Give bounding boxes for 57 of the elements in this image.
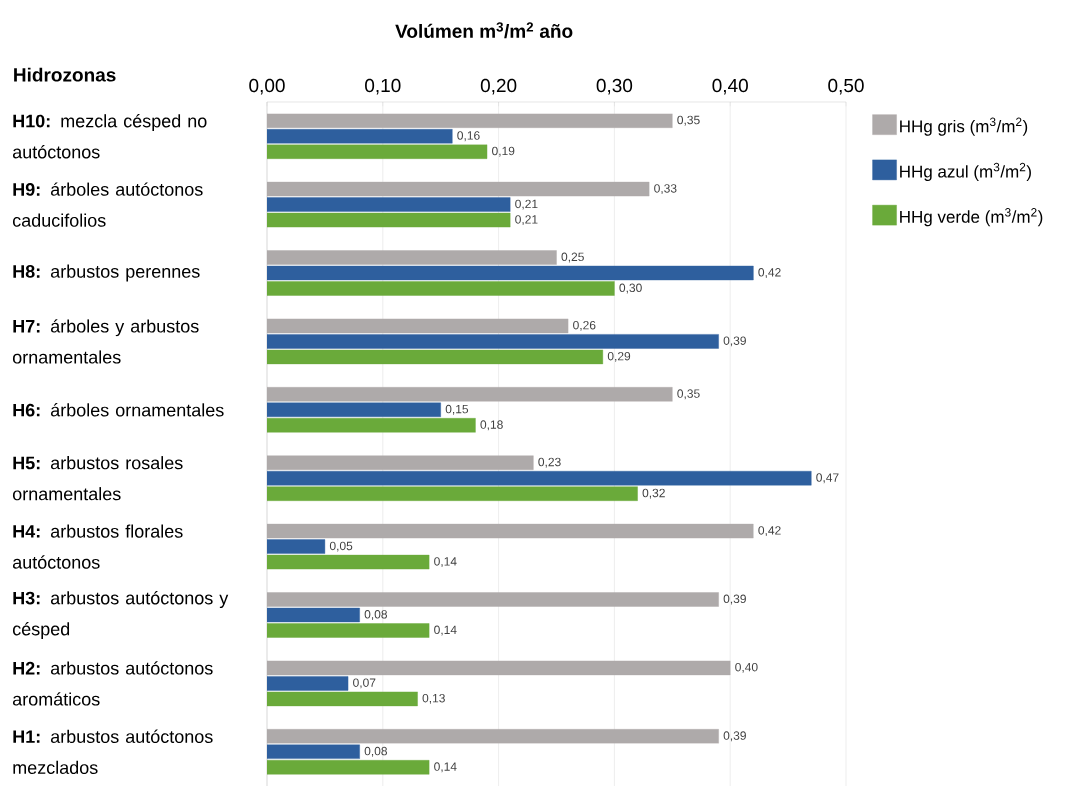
bar	[267, 250, 557, 265]
legend-label: HHg verde (m$^{3}$/m$^{2}$)	[900, 208, 1043, 227]
data-label: 0,14	[434, 625, 457, 636]
data-label: 0,25	[561, 252, 584, 263]
x-tick-label: 0,50	[828, 78, 864, 95]
bar	[267, 523, 754, 539]
data-label: 0,14	[434, 557, 457, 568]
x-axis-title: Volúmen m$^{3}$/m$^{2}$ año	[395, 22, 573, 39]
data-label: 0,26	[573, 320, 596, 331]
data-label: 0,21	[515, 199, 538, 210]
x-tick-label: 0,10	[365, 78, 401, 95]
y-tick-label: H3: arbustos autóctonos y césped	[12, 591, 229, 639]
data-label: 0,18	[480, 420, 503, 431]
y-tick-label: H1: arbustos autóctonos mezclados	[13, 729, 213, 775]
x-tick-label: 0,30	[596, 78, 633, 95]
data-label: 0,39	[723, 594, 746, 605]
x-tick-label: 0,40	[712, 78, 748, 95]
data-label: 0,42	[758, 526, 781, 537]
data-label: 0,42	[758, 268, 781, 278]
bar	[267, 387, 673, 402]
bar	[267, 729, 719, 744]
bar	[267, 318, 569, 334]
data-label: 0,08	[364, 746, 387, 757]
data-label: 0,07	[353, 678, 376, 689]
data-label: 0,29	[607, 351, 631, 362]
bar	[267, 592, 719, 607]
y-tick-label: H8: arbustos perennes	[13, 264, 200, 282]
bar	[267, 660, 731, 676]
data-label: 0,33	[654, 184, 677, 195]
data-label: 0,23	[538, 457, 561, 468]
data-label: 0,21	[515, 215, 538, 226]
legend-label: HHg azul (m$^{3}$/m$^{2}$)	[900, 162, 1031, 181]
data-label: 0,40	[735, 662, 758, 673]
y-tick-label: H9: árboles autóctonos caducifolios	[12, 182, 203, 227]
data-label: 0,14	[434, 762, 457, 773]
x-tick-label: 0,20	[480, 78, 517, 95]
data-label: 0,08	[364, 610, 387, 620]
data-label: 0,39	[723, 336, 746, 347]
y-tick-label: H7: árboles y arbustos ornamentales	[12, 319, 199, 364]
data-label: 0,47	[816, 473, 839, 484]
data-label: 0,15	[445, 404, 469, 415]
data-label: 0,19	[492, 146, 515, 157]
data-label: 0,13	[422, 693, 445, 704]
data-label: 0,35	[677, 389, 700, 400]
data-label: 0,39	[723, 731, 746, 742]
y-tick-label: H6: árboles ornamentales	[13, 403, 224, 417]
data-label: 0,32	[642, 488, 665, 499]
data-label: 0,30	[619, 283, 642, 294]
data-label: 0,35	[677, 115, 700, 126]
data-label: 0,05	[329, 541, 353, 552]
data-label: 0,16	[457, 131, 480, 142]
bar	[267, 455, 534, 470]
legend-label: HHg gris (m$^{3}$/m$^{2}$)	[900, 117, 1028, 136]
bar	[267, 181, 650, 197]
bar	[267, 113, 673, 128]
y-axis-title: Hidrozonas	[14, 67, 116, 82]
x-tick-label: 0,00	[249, 78, 285, 95]
